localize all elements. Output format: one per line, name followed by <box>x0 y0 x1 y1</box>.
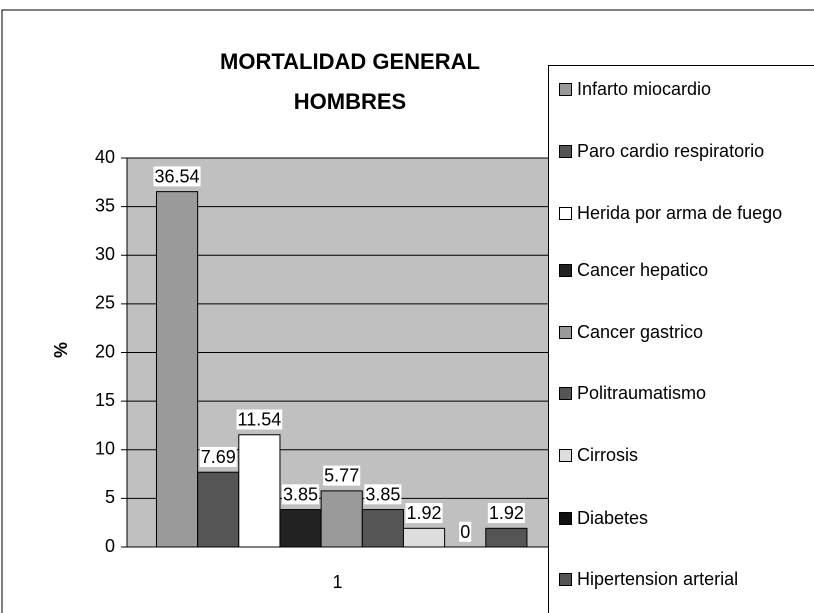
legend-item: Infarto miocardio <box>559 78 814 100</box>
data-label-bg <box>405 503 443 524</box>
data-label: 3.85 <box>365 484 400 504</box>
bar <box>402 527 446 548</box>
legend-swatch <box>559 449 572 462</box>
bar <box>320 490 363 548</box>
data-label-bg <box>199 446 237 467</box>
data-label-bg <box>323 465 361 486</box>
data-label-bg <box>487 503 525 524</box>
y-tick-label: 35 <box>95 195 115 215</box>
data-label-bg <box>459 521 472 542</box>
bar <box>361 509 404 548</box>
legend-item: Cirrosis <box>559 444 814 466</box>
legend-item: Paro cardio respiratorio <box>559 140 814 162</box>
legend-swatch <box>559 145 572 158</box>
y-tick-label: 5 <box>105 487 115 507</box>
legend-swatch <box>559 512 572 525</box>
chart-title: MORTALIDAD GENERAL HOMBRES <box>220 49 480 114</box>
legend-item: Diabetes <box>559 507 814 529</box>
legend-label: Cirrosis <box>577 445 638 465</box>
legend-label: Hipertension arterial <box>577 569 739 589</box>
y-tick-label: 20 <box>95 341 115 361</box>
legend-label: Paro cardio respiratorio <box>577 141 765 161</box>
legend-swatch <box>559 207 572 220</box>
legend-label: Cancer hepatico <box>577 260 709 280</box>
bar <box>279 509 322 548</box>
data-label: 7.69 <box>201 447 236 467</box>
y-tick-label: 0 <box>105 536 115 556</box>
legend: Infarto miocardio Paro cardio respiratori… <box>548 65 814 613</box>
legend-label: Herida por arma de fuego <box>577 203 783 223</box>
bar <box>155 191 199 548</box>
legend-item: Politraumatismo <box>559 382 814 404</box>
data-label-bg <box>364 484 402 505</box>
legend-label: Infarto miocardio <box>577 79 712 99</box>
data-label: 36.54 <box>155 166 200 186</box>
legend-swatch <box>559 264 572 277</box>
x-tick-label: 1 <box>332 572 342 592</box>
y-tick-label: 15 <box>95 390 115 410</box>
legend-item: Hipertension arterial <box>559 568 814 590</box>
data-label-bg <box>282 484 320 505</box>
data-label-bg <box>153 166 201 187</box>
data-label: 1.92 <box>489 503 524 523</box>
y-tick-label: 10 <box>95 439 115 459</box>
legend-item: Cancer hepatico <box>559 259 814 281</box>
legend-item: Herida por arma de fuego <box>559 202 814 224</box>
bar <box>485 527 528 548</box>
y-tick-label: 25 <box>95 293 115 313</box>
data-label: 0 <box>460 522 470 542</box>
legend-label: Cancer gastrico <box>577 322 704 342</box>
legend-label: Diabetes <box>577 508 649 528</box>
y-tick-label: 30 <box>95 244 115 264</box>
bar <box>197 471 240 548</box>
y-tick-label: 40 <box>95 147 115 167</box>
data-label: 1.92 <box>407 503 442 523</box>
legend-swatch <box>559 326 572 339</box>
legend-swatch <box>559 573 572 586</box>
legend-label: Politraumatismo <box>577 383 707 403</box>
legend-swatch <box>559 83 572 96</box>
y-axis-label: % <box>51 342 71 358</box>
legend-item: Cancer gastrico <box>559 321 814 343</box>
bar <box>238 434 281 548</box>
legend-swatch <box>559 387 572 400</box>
data-label-bg <box>236 409 283 430</box>
data-label: 5.77 <box>324 466 359 486</box>
data-label: 11.54 <box>238 410 282 430</box>
data-label: 3.85 <box>283 484 318 504</box>
